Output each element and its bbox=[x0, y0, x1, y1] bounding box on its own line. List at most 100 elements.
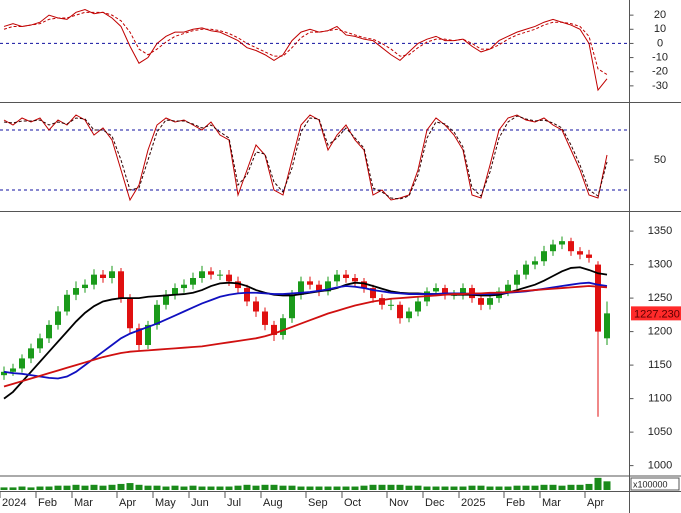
volume-bar bbox=[396, 484, 404, 490]
candle-body bbox=[541, 251, 547, 262]
candle-body bbox=[190, 277, 196, 285]
volume-bar bbox=[594, 477, 602, 490]
volume-bar bbox=[549, 484, 557, 490]
candle-body bbox=[127, 298, 133, 329]
candle-body bbox=[235, 281, 241, 289]
volume-bar bbox=[279, 485, 287, 490]
candle-body bbox=[388, 304, 394, 306]
candle-body bbox=[325, 281, 331, 292]
candle-body bbox=[505, 284, 511, 292]
candle-body bbox=[577, 251, 583, 255]
candle-body bbox=[523, 264, 529, 275]
volume-bar bbox=[18, 486, 26, 490]
x-tick-label: Apr bbox=[587, 497, 604, 509]
y-tick-label: 1000 bbox=[648, 460, 672, 472]
indicator-line bbox=[3, 114, 608, 202]
volume-bar bbox=[441, 486, 449, 490]
volume-bar bbox=[405, 485, 413, 490]
volume-bar bbox=[522, 485, 530, 490]
candle-body bbox=[415, 301, 421, 312]
volume-bar bbox=[63, 485, 71, 490]
volume-bar bbox=[171, 485, 179, 490]
indicator-line bbox=[3, 8, 608, 92]
volume-bar bbox=[189, 485, 197, 490]
x-tick-label: Feb bbox=[506, 497, 525, 509]
candle-body bbox=[271, 324, 277, 335]
volume-bar bbox=[585, 483, 593, 490]
volume-bar bbox=[270, 484, 278, 490]
volume-bar bbox=[99, 485, 107, 490]
volume-bar bbox=[207, 486, 215, 490]
candle-body bbox=[226, 274, 232, 282]
candle-body bbox=[262, 311, 268, 325]
candle-body bbox=[334, 274, 340, 282]
price-tag bbox=[631, 306, 681, 321]
y-tick-label: 1250 bbox=[648, 292, 672, 304]
candle-body bbox=[361, 281, 367, 289]
indicator-line bbox=[3, 11, 608, 75]
x-tick-label: Mar bbox=[542, 497, 561, 509]
volume-bar bbox=[306, 486, 314, 490]
volume-bar bbox=[162, 486, 170, 490]
candle-body bbox=[532, 261, 538, 265]
x-tick-label: Apr bbox=[119, 497, 136, 509]
volume-bar bbox=[54, 485, 62, 490]
volume-bar bbox=[414, 485, 422, 490]
candle-body bbox=[181, 284, 187, 289]
volume-bar bbox=[0, 487, 8, 490]
volume-bar bbox=[567, 484, 575, 490]
volume-bar bbox=[72, 484, 80, 490]
x-tick-label: 2024 bbox=[2, 497, 26, 509]
candle-body bbox=[19, 358, 25, 369]
candle-body bbox=[280, 318, 286, 335]
volume-bar bbox=[252, 485, 260, 490]
candle-body bbox=[10, 368, 16, 372]
volume-bar bbox=[126, 483, 134, 490]
x-tick-label: Dec bbox=[425, 497, 445, 509]
y-tick-label: -20 bbox=[652, 66, 668, 78]
volume-bar bbox=[288, 485, 296, 490]
candle-body bbox=[586, 254, 592, 258]
volume-bar bbox=[558, 485, 566, 490]
x-tick-label: Jun bbox=[191, 497, 209, 509]
candle-body bbox=[397, 304, 403, 319]
unit-label: x100000 bbox=[633, 479, 668, 489]
candle-body bbox=[1, 371, 7, 376]
x-tick-label: 2025 bbox=[461, 497, 485, 509]
candle-body bbox=[82, 284, 88, 289]
candle-body bbox=[487, 298, 493, 305]
candle-body bbox=[208, 271, 214, 275]
volume-bar bbox=[135, 484, 143, 490]
x-tick-label: Jul bbox=[227, 497, 241, 509]
candle-body bbox=[343, 274, 349, 278]
y-tick-label: 1050 bbox=[648, 426, 672, 438]
x-tick-label: Nov bbox=[389, 497, 409, 509]
x-tick-label: Mar bbox=[74, 497, 93, 509]
volume-bar bbox=[477, 485, 485, 490]
x-tick-label: Feb bbox=[38, 497, 57, 509]
candle-body bbox=[55, 311, 61, 325]
candle-body bbox=[595, 264, 601, 332]
price-tag-label: 1227.230 bbox=[634, 308, 680, 320]
x-tick-label: Sep bbox=[308, 497, 328, 509]
y-tick-label: 1200 bbox=[648, 326, 672, 338]
volume-bar bbox=[540, 484, 548, 490]
candle-body bbox=[109, 271, 115, 278]
y-tick-label: -10 bbox=[652, 51, 668, 63]
x-tick-label: May bbox=[155, 497, 176, 509]
candle-body bbox=[64, 294, 70, 312]
candle-body bbox=[73, 288, 79, 295]
indicator-line bbox=[3, 115, 608, 200]
candle-body bbox=[154, 304, 160, 325]
y-tick-label: 1350 bbox=[648, 225, 672, 237]
candle-body bbox=[118, 271, 124, 299]
volume-bar bbox=[333, 486, 341, 490]
volume-bar bbox=[531, 485, 539, 490]
candle-body bbox=[433, 288, 439, 292]
volume-bar bbox=[36, 486, 44, 490]
volume-bar bbox=[297, 486, 305, 490]
candle-body bbox=[604, 313, 610, 339]
candle-body bbox=[145, 324, 151, 346]
volume-bar bbox=[450, 486, 458, 490]
